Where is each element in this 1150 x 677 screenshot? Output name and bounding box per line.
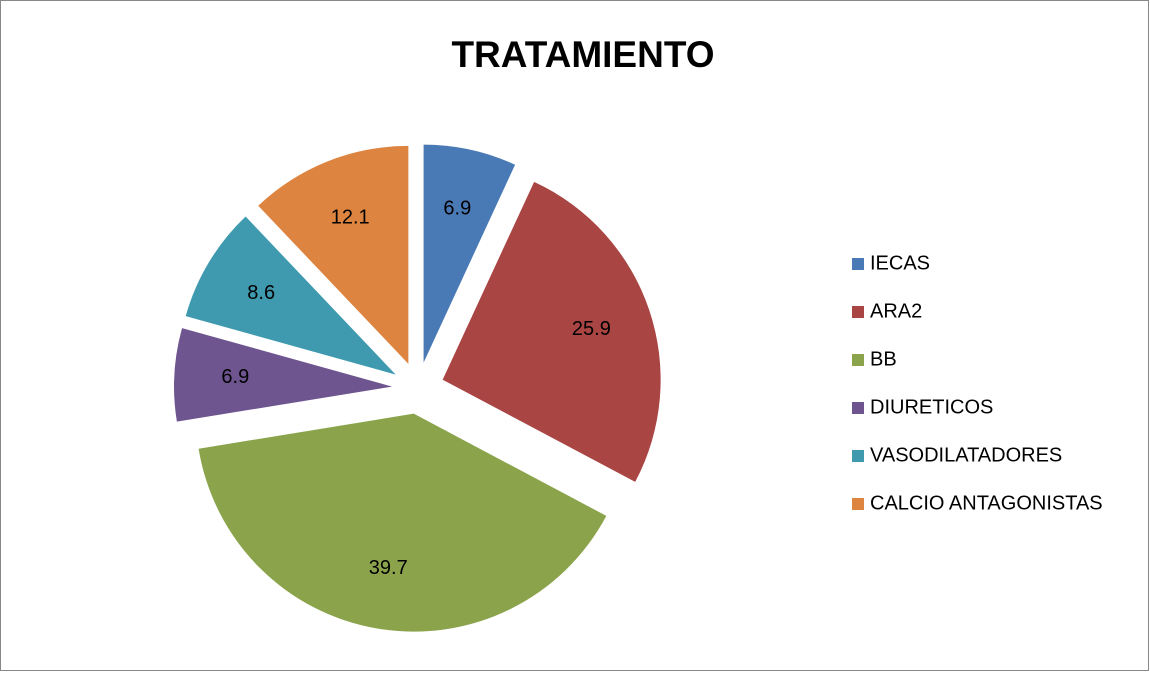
legend-label: IECAS [870, 252, 930, 274]
legend-label: DIURETICOS [870, 396, 993, 418]
data-label: 6.9 [443, 198, 471, 220]
legend-label: VASODILATADORES [870, 444, 1062, 466]
pie-slice [174, 328, 393, 422]
legend-label: BB [870, 348, 897, 370]
legend-swatch [852, 354, 864, 366]
legend-swatch [852, 258, 864, 270]
data-label: 25.9 [572, 318, 611, 340]
data-label: 39.7 [369, 557, 408, 579]
chart-title: TRATAMIENTO [451, 34, 714, 75]
pie-slice [442, 181, 661, 482]
pie-slice [258, 145, 409, 364]
legend-swatch [852, 402, 864, 414]
data-label: 6.9 [221, 366, 249, 388]
pie-slice [185, 216, 396, 375]
data-label: 12.1 [331, 206, 370, 228]
legend-label: CALCIO ANTAGONISTAS [870, 492, 1103, 514]
legend-swatch [852, 450, 864, 462]
pie-slice [423, 144, 516, 363]
legend-swatch [852, 498, 864, 510]
data-label: 8.6 [247, 282, 275, 304]
legend-swatch [852, 306, 864, 318]
pie-slice [198, 413, 607, 632]
legend-label: ARA2 [870, 300, 922, 322]
